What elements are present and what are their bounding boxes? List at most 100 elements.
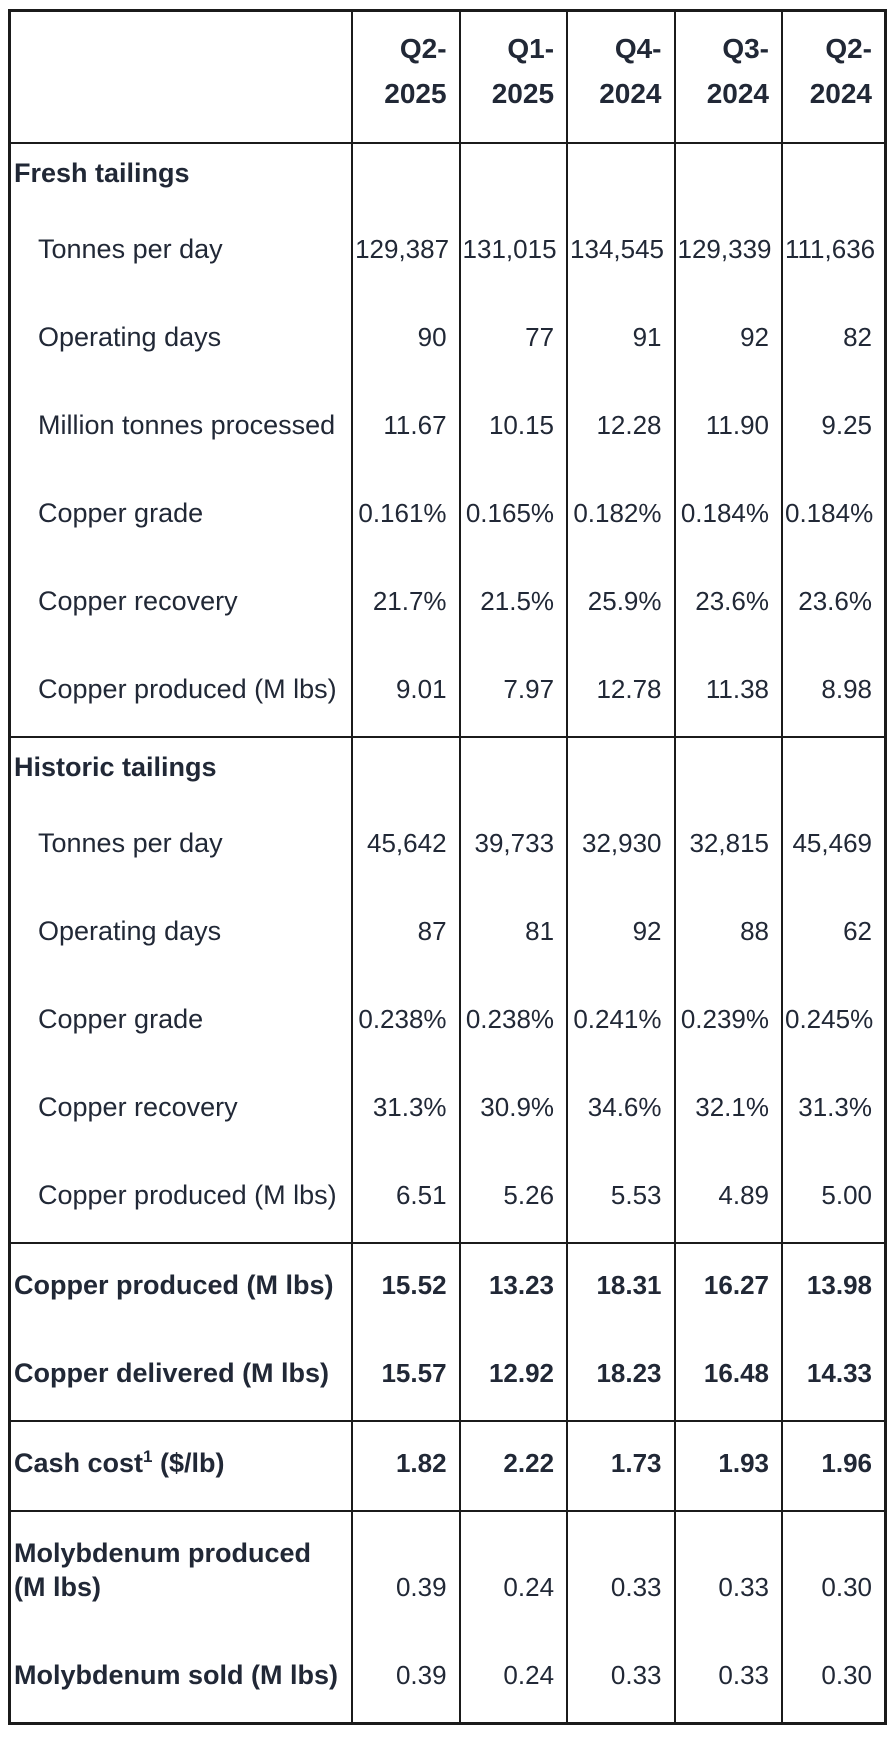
row-label-cell: Tonnes per day [10,802,353,890]
value-cell: 88 [673,890,782,978]
value-cell: 21.7% [351,560,460,648]
row-label-cell: Million tonnes processed [10,384,353,472]
value-cell: 21.5% [458,560,568,648]
value-cell: 32,930 [566,802,675,890]
value-cell: 18.23 [566,1332,675,1421]
value-cell: 6.51 [351,1154,460,1243]
value-cell: 0.238% [458,978,568,1066]
value-cell: 5.00 [781,1154,886,1243]
value-cell: 0.39 [351,1510,460,1634]
value-cell: 90 [351,296,460,384]
value-cell [673,142,782,208]
value-cell: 11.38 [673,648,782,737]
table-row: Copper recovery 21.7% 21.5% 25.9% 23.6% 23.6% [10,560,886,648]
value-cell: 13.98 [781,1242,886,1332]
row-label: Fresh tailings [14,158,190,188]
value-cell: 0.184% [781,472,886,560]
value-cell: 13.23 [458,1242,568,1332]
value-cell: 18.31 [566,1242,675,1332]
table-row: Copper produced (M lbs) 15.52 13.23 18.31 16… [9,1242,886,1332]
value-cell: 0.165% [458,472,568,560]
column-header: Q4- 2024 [566,10,675,144]
footnote-marker: 1 [143,1447,153,1466]
value-cell: 1.82 [351,1420,460,1511]
value-cell: 4.89 [673,1154,782,1243]
value-cell: 92 [673,296,782,384]
column-header: Q3- 2024 [673,10,782,144]
column-header-line2: 2024 [706,78,769,109]
value-cell: 77 [458,296,568,384]
table-header: Q2- 2025 Q1- 2025 Q4- 2024 Q3- 2024 Q2- [9,10,886,144]
value-cell: 10.15 [458,384,568,472]
value-cell: 62 [781,890,886,978]
value-cell: 0.182% [566,472,675,560]
row-label-cell: Copper recovery [10,1066,353,1154]
row-label-cell: Copper produced (M lbs) [9,1242,353,1332]
value-cell: 0.238% [351,978,460,1066]
value-cell: 0.245% [781,978,886,1066]
row-label: Copper produced (M lbs) [38,674,337,704]
value-cell: 111,636 [781,208,886,296]
row-label-cell: Cash cost1 ($/lb) [9,1420,353,1511]
row-label-cell: Operating days [10,890,353,978]
column-header-line1: Q1- [507,33,555,64]
value-cell: 32.1% [673,1066,782,1154]
table-row: Molybdenum sold (M lbs) 0.39 0.24 0.33 0.33 0… [10,1634,886,1724]
value-cell: 11.67 [351,384,460,472]
row-label: Copper produced (M lbs) [14,1270,334,1300]
value-cell: 81 [458,890,568,978]
value-cell: 39,733 [458,802,568,890]
value-cell [458,142,568,208]
row-label: Copper recovery [38,586,238,616]
row-label: Copper produced (M lbs) [38,1180,337,1210]
value-cell: 0.184% [673,472,782,560]
row-label-cell: Molybdenum sold (M lbs) [10,1634,353,1724]
column-header-line2: 2025 [491,78,555,109]
value-cell: 0.30 [781,1510,886,1634]
row-label-cell: Historic tailings [9,736,353,802]
column-header-line2: 2024 [599,78,662,109]
table-row: Molybdenum produced (M lbs) 0.39 0.24 0.33 0… [9,1510,886,1634]
value-cell: 87 [351,890,460,978]
row-label: Operating days [38,916,222,946]
value-cell: 91 [566,296,675,384]
table-row: Tonnes per day 45,642 39,733 32,930 32,815 45… [10,802,886,890]
value-cell [781,736,886,802]
value-cell: 31.3% [351,1066,460,1154]
table-row: Copper recovery 31.3% 30.9% 34.6% 32.1% 31.3% [10,1066,886,1154]
column-header-line2: 2025 [384,78,447,109]
row-label: Historic tailings [14,752,217,782]
value-cell [351,736,460,802]
value-cell: 16.27 [673,1242,782,1332]
value-cell: 7.97 [458,648,568,737]
row-label: Tonnes per day [38,234,223,264]
row-label: Molybdenum sold (M lbs) [14,1660,338,1690]
value-cell: 31.3% [781,1066,886,1154]
value-cell [566,142,675,208]
table-row: Operating days 87 81 92 88 62 [10,890,886,978]
row-label-cell: Copper produced (M lbs) [10,1154,353,1243]
value-cell: 25.9% [566,560,675,648]
value-cell: 9.01 [351,648,460,737]
row-label-cell: Copper delivered (M lbs) [10,1332,353,1421]
value-cell: 82 [781,296,886,384]
value-cell: 0.239% [673,978,782,1066]
table-row: Copper produced (M lbs) 9.01 7.97 12.78 11.3… [10,648,886,737]
value-cell: 92 [566,890,675,978]
quarterly-production-table: Q2- 2025 Q1- 2025 Q4- 2024 Q3- 2024 Q2- [8,9,887,1725]
table-row: Copper produced (M lbs) 6.51 5.26 5.53 4.89 5… [10,1154,886,1243]
header-row: Q2- 2025 Q1- 2025 Q4- 2024 Q3- 2024 Q2- [9,10,886,144]
row-label: Million tonnes processed [38,410,336,440]
table-row: Copper grade 0.161% 0.165% 0.182% 0.184% 0.18… [10,472,886,560]
value-cell: 2.22 [458,1420,568,1511]
table-row: Tonnes per day 129,387 131,015 134,545 129,3… [10,208,886,296]
value-cell: 0.39 [351,1634,460,1724]
value-cell: 9.25 [781,384,886,472]
value-cell [781,142,886,208]
value-cell: 15.57 [351,1332,460,1421]
column-header-line1: Q3- [722,33,769,64]
row-label-cell: Copper produced (M lbs) [10,648,353,737]
value-cell: 0.161% [351,472,460,560]
column-header: Q1- 2025 [458,10,568,144]
value-cell: 129,387 [351,208,460,296]
